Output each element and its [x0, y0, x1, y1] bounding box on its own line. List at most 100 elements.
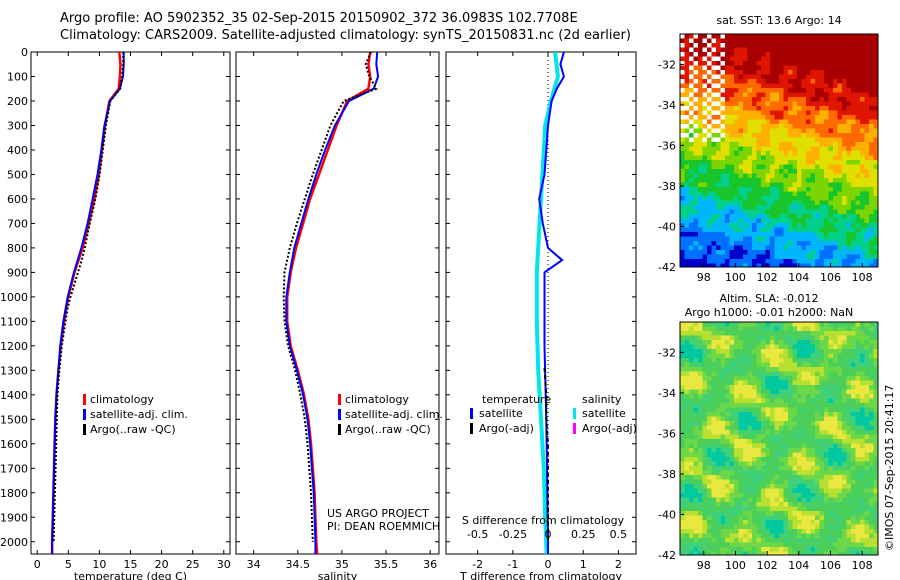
map-cell [720, 88, 726, 93]
map-cell [716, 164, 721, 170]
temperature-satellite-line [51, 52, 125, 554]
map-cell [716, 155, 721, 161]
map-cell [756, 115, 762, 120]
s-difference-axis-label: S difference from climatology [462, 514, 625, 527]
map-cell [846, 124, 852, 129]
map-cell [680, 466, 685, 471]
map-cell [752, 470, 757, 476]
map-cell [851, 178, 856, 183]
map-cell [756, 340, 762, 345]
map-cell [698, 412, 703, 417]
map-cell [765, 515, 771, 521]
map-cell [720, 259, 726, 264]
map-cell [716, 245, 721, 251]
map-cell [756, 137, 762, 143]
map-cell [842, 43, 847, 48]
map-cell [720, 34, 726, 39]
map-cell [792, 479, 798, 485]
map-cell [824, 259, 829, 264]
map-cell [788, 83, 793, 89]
map-cell [855, 470, 861, 476]
map-cell [846, 335, 852, 341]
map-cell [711, 137, 717, 143]
map-cell [801, 403, 807, 408]
map-cell [747, 182, 753, 188]
map-cell [860, 142, 865, 147]
map-cell [864, 43, 870, 48]
map-cell [698, 250, 703, 255]
map-cell [729, 322, 735, 327]
map-cell [855, 412, 861, 417]
y-tick-label: 0 [21, 46, 28, 59]
map-cell [824, 56, 829, 62]
map-cell [680, 376, 685, 381]
map-cell [779, 380, 784, 386]
map-cell [801, 191, 807, 197]
map-cell [801, 344, 807, 350]
map-cell [806, 137, 811, 143]
map-cell [842, 403, 847, 408]
map-cell [842, 371, 847, 377]
map-cell [837, 79, 843, 84]
map-cell [864, 331, 870, 336]
map-cell [720, 353, 726, 359]
map-cell [698, 236, 703, 242]
map-cell [725, 407, 730, 413]
map-cell [693, 146, 699, 152]
map-cell [765, 137, 771, 143]
map-cell [774, 178, 780, 183]
map-cell [734, 331, 739, 336]
map-cell [729, 61, 735, 66]
map-cell [833, 65, 838, 71]
map-cell [707, 362, 712, 368]
salinity-satellite-line [285, 52, 380, 554]
map-cell [761, 65, 766, 71]
map-cell [851, 124, 856, 129]
map-cell [806, 533, 811, 539]
map-cell [774, 511, 780, 516]
map-cell [689, 52, 694, 57]
map-cell [747, 394, 753, 399]
map-cell [797, 191, 802, 197]
map-cell [801, 520, 807, 525]
map-cell [774, 430, 780, 435]
map-cell [842, 394, 847, 399]
map-cell [729, 191, 735, 197]
map-cell [810, 83, 816, 89]
map-cell [693, 547, 699, 552]
map-cell [837, 223, 843, 228]
map-cell [783, 367, 789, 372]
map-cell [837, 380, 843, 386]
map-cell [864, 443, 870, 449]
map-cell [729, 137, 735, 143]
map-cell [770, 511, 775, 516]
map-cell [828, 407, 834, 413]
map-cell [837, 326, 843, 332]
map-cell [770, 205, 775, 210]
map-cell [684, 169, 690, 174]
map-cell [707, 380, 712, 386]
map-cell [792, 335, 798, 341]
map-cell [810, 403, 816, 408]
map-cell [828, 47, 834, 53]
map-cell [855, 38, 861, 44]
map-cell [743, 461, 748, 467]
map-cell [765, 52, 771, 57]
map-cell [711, 367, 717, 372]
map-cell [810, 412, 816, 417]
map-cell [680, 389, 685, 395]
map-cell [711, 97, 717, 102]
map-cell [738, 205, 744, 210]
map-cell [756, 353, 762, 359]
map-cell [761, 371, 766, 377]
map-cell [824, 412, 829, 417]
map-cell [774, 466, 780, 471]
map-cell [810, 178, 816, 183]
map-cell [819, 119, 825, 125]
map-cell [815, 106, 820, 111]
map-cell [774, 173, 780, 179]
map-cell [855, 533, 861, 539]
map-cell [864, 385, 870, 390]
map-cell [824, 196, 829, 201]
map-cell [693, 205, 699, 210]
